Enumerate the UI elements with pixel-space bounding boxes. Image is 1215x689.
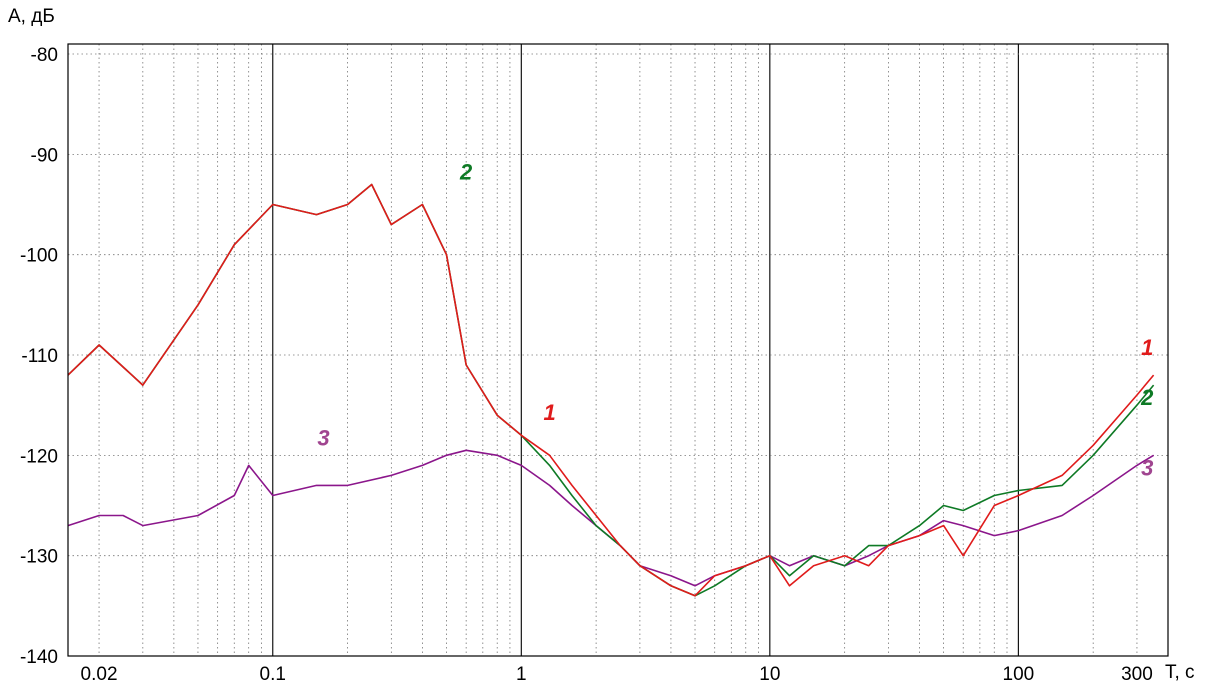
- series-label-3: 3: [1141, 455, 1153, 480]
- series-group: [67, 183, 1155, 597]
- series-label-2: 2: [459, 159, 473, 184]
- series-annotations: 1 2 3 1 2 3: [317, 159, 1154, 480]
- series-label-2: 2: [1140, 385, 1154, 410]
- y-tick-label: -140: [20, 647, 58, 668]
- y-tick-label: -110: [21, 346, 58, 367]
- x-tick-label: 10: [759, 664, 780, 685]
- tick-labels: -80 -90 -100 -110 -120 -130 -140 0.02 0.1 1 10 100 3…: [20, 45, 1153, 685]
- x-tick-label: 100: [1003, 664, 1035, 685]
- series-line-1: [67, 183, 1155, 597]
- x-tick-label: 0.1: [260, 664, 286, 685]
- x-tick-label: 1: [516, 664, 527, 685]
- series-line-3: [67, 449, 1155, 587]
- grid: [68, 44, 1169, 657]
- y-tick-label: -80: [31, 45, 58, 66]
- series-label-3: 3: [317, 425, 329, 450]
- y-tick-label: -120: [20, 446, 58, 467]
- y-tick-label: -90: [31, 145, 58, 166]
- x-tick-label: 300: [1121, 664, 1153, 685]
- y-tick-label: -130: [20, 547, 58, 568]
- series-label-1: 1: [543, 400, 555, 425]
- x-axis-label: T, с: [1165, 662, 1195, 683]
- x-tick-label: 0.02: [81, 664, 118, 685]
- y-axis-label: A, дБ: [8, 6, 55, 27]
- plot-frame: [67, 43, 1169, 657]
- series-label-1: 1: [1141, 335, 1153, 360]
- y-tick-label: -100: [20, 246, 58, 267]
